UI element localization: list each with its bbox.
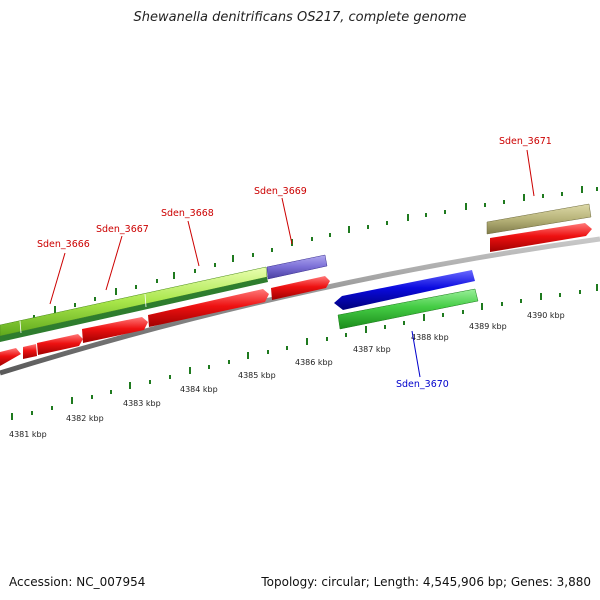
gene-label-sden-3666: Sden_3666 <box>37 239 90 250</box>
genome-summary-text: Topology: circular; Length: 4,545,906 bp… <box>261 575 591 589</box>
feature-green-band <box>0 277 268 342</box>
cds-feature <box>23 344 37 359</box>
cds-feature <box>82 317 148 343</box>
gene-label-sden-3671: Sden_3671 <box>499 136 552 147</box>
gene-label-sden-3669: Sden_3669 <box>254 186 307 197</box>
kbp-label: 4384 kbp <box>180 385 218 394</box>
accession-text: Accession: NC_007954 <box>9 575 146 589</box>
cds-feature-reverse <box>334 270 475 310</box>
gene-labels: Sden_3666 Sden_3667 Sden_3668 Sden_3669 … <box>37 136 552 390</box>
cds-feature <box>0 348 21 366</box>
map-title: Shewanella denitrificans OS217, complete… <box>133 10 467 25</box>
kbp-label: 4381 kbp <box>9 430 47 439</box>
kbp-label: 4383 kbp <box>123 399 161 408</box>
kbp-label: 4385 kbp <box>238 371 276 380</box>
cds-feature <box>148 289 269 327</box>
kbp-labels: 4381 kbp 4382 kbp 4383 kbp 4384 kbp 4385… <box>9 311 565 439</box>
feature-lime-divider <box>19 320 22 334</box>
kbp-label: 4388 kbp <box>411 333 449 342</box>
gene-label-leaders <box>49 149 535 378</box>
feature-green <box>337 288 479 330</box>
kbp-label: 4386 kbp <box>295 358 333 367</box>
kbp-label: 4390 kbp <box>527 311 565 320</box>
gene-label-sden-3668: Sden_3668 <box>161 208 214 219</box>
feature-lime-divider <box>144 293 147 308</box>
cds-feature <box>271 276 330 300</box>
cds-feature <box>490 223 592 252</box>
feature-tan <box>486 203 592 235</box>
kbp-label: 4387 kbp <box>353 345 391 354</box>
kbp-label: 4389 kbp <box>469 322 507 331</box>
upper-tick-track <box>0 186 598 330</box>
gene-label-sden-3667: Sden_3667 <box>96 224 149 235</box>
cds-feature <box>37 334 83 355</box>
gene-label-sden-3670: Sden_3670 <box>396 379 449 390</box>
kbp-label: 4382 kbp <box>66 414 104 423</box>
lower-tick-track <box>11 284 598 420</box>
feature-purple <box>266 254 328 280</box>
